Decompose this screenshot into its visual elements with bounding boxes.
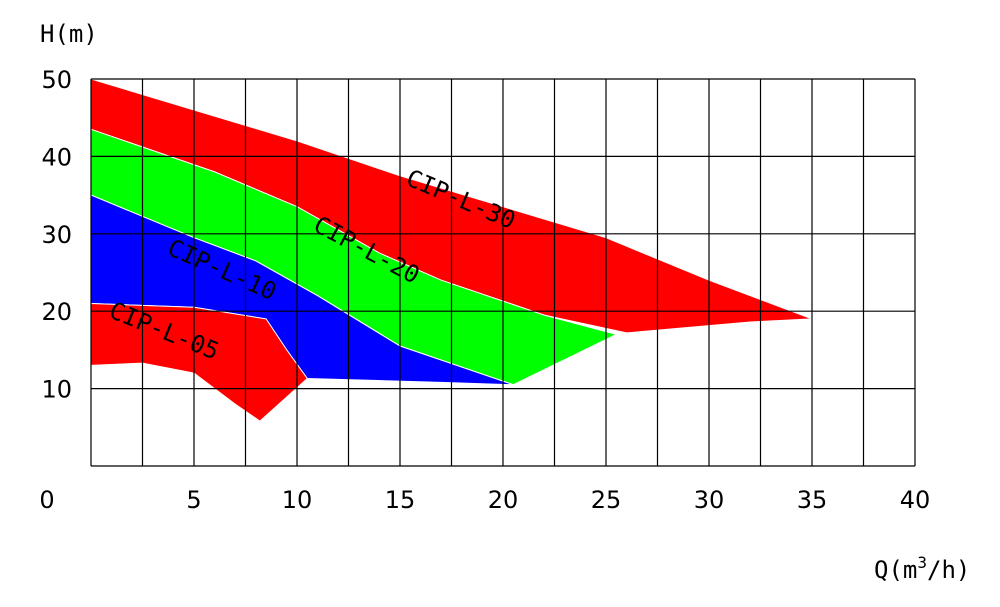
grid-lines [90,78,916,467]
x-axis-title-tail: /h) [927,556,970,584]
y-tick-label: 50 [41,66,72,94]
y-tick-label: 10 [41,376,72,404]
x-axis-ticks: 0 5 10 15 20 25 30 35 40 [39,486,930,514]
x-axis-title-main: Q(m [874,556,917,584]
y-tick-label: 30 [41,221,72,249]
x-tick-label: 25 [591,486,622,514]
y-tick-label: 40 [41,143,72,171]
y-axis-ticks: 10 20 30 40 50 [41,66,72,404]
x-tick-label: 0 [39,486,54,514]
x-tick-label: 15 [385,486,416,514]
x-tick-label: 40 [900,486,931,514]
x-tick-label: 20 [488,486,519,514]
x-axis-title-superscript: 3 [917,553,927,572]
y-tick-label: 20 [41,298,72,326]
x-tick-label: 10 [282,486,313,514]
x-axis-title: Q(m3/h) [874,553,970,584]
x-tick-label: 35 [797,486,828,514]
y-axis-title: H(m) [40,20,98,48]
region-cip-l-05 [90,302,308,422]
x-tick-label: 5 [186,486,201,514]
x-tick-label: 30 [694,486,725,514]
